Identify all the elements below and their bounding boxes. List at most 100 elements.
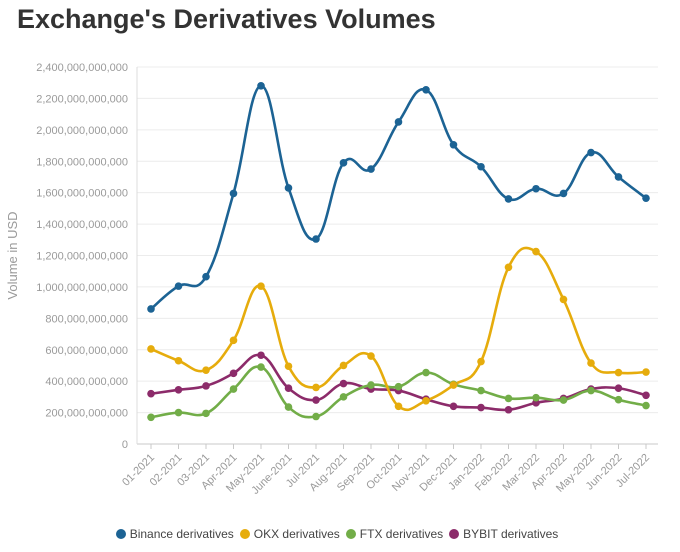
legend-item-binance-derivatives[interactable]: Binance derivatives [115, 527, 234, 541]
data-point-bybit-derivatives [642, 391, 650, 400]
data-point-bybit-derivatives [284, 384, 293, 393]
legend-item-ftx-derivatives[interactable]: FTX derivatives [345, 527, 444, 541]
data-point-okx-derivatives [174, 356, 183, 365]
data-point-binance-derivatives [202, 272, 210, 281]
y-axis-ticks: 0 200,000,000,000 400,000,000,000 600,000,0… [36, 62, 128, 451]
data-point-ftx-derivatives [559, 396, 568, 404]
data-point-binance-derivatives [312, 235, 320, 243]
y-tick-label: 800,000,000,000 [45, 313, 128, 325]
data-point-ftx-derivatives [614, 395, 623, 404]
data-point-bybit-derivatives [449, 402, 458, 411]
data-point-okx-derivatives [394, 402, 403, 411]
y-axis-label: Volume in USD [5, 211, 20, 299]
data-point-okx-derivatives [229, 336, 238, 345]
data-point-okx-derivatives [202, 366, 210, 374]
data-point-okx-derivatives [559, 295, 568, 304]
legend-label: BYBIT derivatives [463, 527, 559, 541]
data-point-ftx-derivatives [312, 412, 320, 421]
data-point-binance-derivatives [504, 195, 513, 203]
legend-item-bybit-derivatives[interactable]: BYBIT derivatives [449, 527, 558, 541]
y-tick-label: 1,600,000,000,000 [36, 188, 128, 200]
data-point-ftx-derivatives [532, 393, 540, 402]
data-point-ftx-derivatives [257, 363, 265, 371]
y-tick-label: 1,800,000,000,000 [36, 156, 128, 168]
data-point-okx-derivatives [532, 247, 540, 256]
data-point-binance-derivatives [614, 173, 623, 181]
data-point-okx-derivatives [614, 368, 623, 377]
data-point-binance-derivatives [449, 140, 458, 149]
data-point-bybit-derivatives [477, 403, 485, 412]
data-point-okx-derivatives [257, 282, 265, 290]
legend-swatch [449, 529, 460, 539]
y-tick-label: 400,000,000,000 [45, 376, 128, 388]
data-point-ftx-derivatives [394, 382, 403, 391]
data-point-bybit-derivatives [614, 384, 623, 393]
data-point-ftx-derivatives [284, 403, 293, 411]
series-line-bybit-derivatives [150, 353, 647, 412]
data-point-ftx-derivatives [422, 368, 430, 377]
data-point-okx-derivatives [284, 362, 293, 371]
data-point-ftx-derivatives [642, 401, 650, 410]
y-tick-label: 600,000,000,000 [45, 345, 128, 357]
y-tick-label: 1,400,000,000,000 [36, 219, 128, 231]
data-point-ftx-derivatives [174, 408, 183, 417]
data-point-ftx-derivatives [147, 413, 155, 422]
legend-swatch [345, 529, 356, 539]
y-tick-label: 1,200,000,000,000 [36, 251, 128, 263]
legend-item-okx-derivatives[interactable]: OKX derivatives [239, 527, 340, 541]
data-point-ftx-derivatives [367, 381, 375, 389]
data-point-ftx-derivatives [339, 393, 348, 401]
data-point-ftx-derivatives [202, 409, 210, 418]
data-point-okx-derivatives [339, 361, 348, 370]
legend-label: FTX derivatives [359, 527, 444, 541]
y-tick-label: 2,400,000,000,000 [36, 62, 128, 74]
legend-label: OKX derivatives [253, 527, 340, 541]
series-points [147, 82, 650, 422]
y-tick-label: 0 [122, 439, 128, 451]
data-point-binance-derivatives [559, 189, 568, 198]
data-point-bybit-derivatives [312, 396, 320, 404]
legend-swatch [239, 529, 250, 539]
data-point-okx-derivatives [147, 345, 155, 353]
data-point-ftx-derivatives [587, 386, 595, 395]
data-point-okx-derivatives [642, 368, 650, 376]
data-point-binance-derivatives [532, 184, 540, 193]
data-point-bybit-derivatives [174, 386, 183, 394]
data-point-bybit-derivatives [202, 382, 210, 390]
data-point-bybit-derivatives [504, 405, 513, 414]
legend-swatch [115, 529, 126, 539]
data-point-okx-derivatives [367, 352, 375, 360]
data-point-binance-derivatives [229, 189, 238, 198]
data-point-okx-derivatives [422, 397, 430, 405]
data-point-okx-derivatives [587, 359, 595, 367]
data-point-bybit-derivatives [339, 379, 348, 388]
data-point-ftx-derivatives [229, 385, 238, 393]
y-tick-label: 1,000,000,000,000 [36, 282, 128, 294]
data-point-binance-derivatives [394, 118, 403, 126]
chart-title: Exchange's Derivatives Volumes [17, 4, 436, 34]
data-point-okx-derivatives [477, 357, 485, 366]
data-point-binance-derivatives [642, 194, 650, 202]
data-point-binance-derivatives [477, 162, 485, 171]
data-point-binance-derivatives [367, 165, 375, 173]
data-point-bybit-derivatives [229, 369, 238, 378]
data-point-bybit-derivatives [147, 389, 155, 398]
legend-label: Binance derivatives [129, 527, 234, 541]
data-point-binance-derivatives [174, 282, 183, 290]
data-point-okx-derivatives [504, 263, 513, 272]
data-point-bybit-derivatives [257, 351, 265, 360]
data-point-binance-derivatives [284, 184, 293, 192]
data-point-okx-derivatives [449, 381, 458, 389]
data-point-binance-derivatives [147, 305, 155, 313]
data-point-okx-derivatives [312, 383, 320, 392]
y-tick-label: 2,200,000,000,000 [36, 93, 128, 105]
y-tick-label: 2,000,000,000,000 [36, 125, 128, 137]
y-tick-label: 200,000,000,000 [45, 408, 128, 420]
data-point-binance-derivatives [339, 159, 348, 167]
data-point-binance-derivatives [587, 148, 595, 157]
series-lines [150, 84, 647, 419]
data-point-ftx-derivatives [504, 394, 513, 403]
legend: Binance derivatives OKX derivatives FTX de… [0, 527, 680, 541]
data-point-binance-derivatives [257, 82, 265, 90]
